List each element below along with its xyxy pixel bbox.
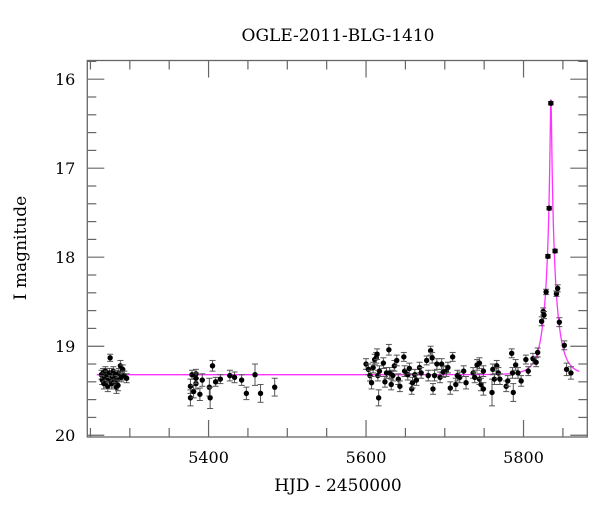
data-point [525,368,531,374]
data-point [382,379,388,385]
data-point [199,377,205,383]
data-point [190,388,197,395]
model-curve [96,99,580,376]
data-point [552,248,558,254]
data-point [497,376,503,382]
x-tick-label: 5600 [346,448,387,467]
data-point [227,372,233,379]
y-tick-label: 18 [55,248,75,267]
data-point [534,349,541,356]
data-point [368,380,375,386]
data-point [556,319,563,325]
data-point [413,377,420,383]
data-point [515,370,521,376]
data-point [380,360,387,366]
data-point [376,368,383,374]
data-point [409,380,416,386]
model-curve-group [96,99,580,376]
data-point [207,395,213,401]
data-point [209,363,216,369]
data-point [449,354,456,360]
data-point [489,389,495,396]
data-point [406,365,413,372]
data-point [370,364,376,371]
y-tick-label: 17 [55,159,75,178]
data-point [397,383,403,389]
data-point [243,390,250,397]
data-point [187,395,194,401]
data-point [429,355,435,361]
data-point [480,368,487,374]
data-point [386,347,392,353]
data-point [561,342,568,349]
data-point [491,376,498,382]
data-point [545,253,551,260]
data-point [197,391,203,397]
data-point [438,361,445,367]
data-point [554,285,561,292]
data-point [193,375,199,381]
x-axis-label: HJD - 2450000 [274,476,402,496]
data-point [252,371,258,378]
data-point [563,366,570,373]
data-point [463,380,469,386]
data-point [445,364,451,371]
data-point [425,372,431,379]
data-point [430,386,436,392]
data-point [375,395,382,401]
data-point [409,386,415,392]
data-point [472,374,478,381]
chart-title: OGLE-2011-BLG-1410 [242,26,435,46]
y-tick-label: 20 [55,426,75,445]
data-points [98,100,574,410]
data-point [476,360,483,366]
data-point [548,100,554,106]
data-point [447,385,453,391]
data-point [374,351,380,357]
data-point [107,355,113,361]
data-point [238,377,245,383]
data-point [523,356,529,363]
data-point [217,376,224,382]
data-point [518,378,524,384]
data-point [546,205,552,211]
data-point [533,359,539,365]
y-tick-label: 19 [55,337,75,356]
data-point [543,289,549,295]
data-point [509,350,515,357]
data-point [394,357,400,364]
x-tick-label: 5800 [503,448,544,467]
data-point [568,370,574,376]
data-point [505,378,511,384]
data-point [510,389,516,396]
data-point [509,370,516,376]
axes: 5400 5600 5800 16 17 18 19 20 [55,60,588,467]
data-point [434,361,440,367]
data-point [257,390,264,397]
data-point [123,375,130,381]
data-point [212,379,219,385]
data-point [272,384,278,390]
y-axis-label: I magnitude [11,196,31,300]
data-point [480,386,487,392]
data-point [388,381,394,388]
x-tick-label: 5400 [188,448,229,467]
data-point [115,382,121,389]
data-point [460,368,467,374]
data-point [541,312,547,318]
data-point [512,362,519,368]
data-point [437,374,443,381]
data-point [390,372,396,379]
data-point [401,354,407,360]
data-point [418,370,424,376]
plot-frame [86,59,588,438]
data-point [538,318,545,324]
y-tick-label: 16 [55,70,75,89]
data-point [457,374,463,381]
data-point [187,383,194,389]
data-point [231,374,238,381]
data-point [423,357,430,364]
data-point [431,372,438,379]
